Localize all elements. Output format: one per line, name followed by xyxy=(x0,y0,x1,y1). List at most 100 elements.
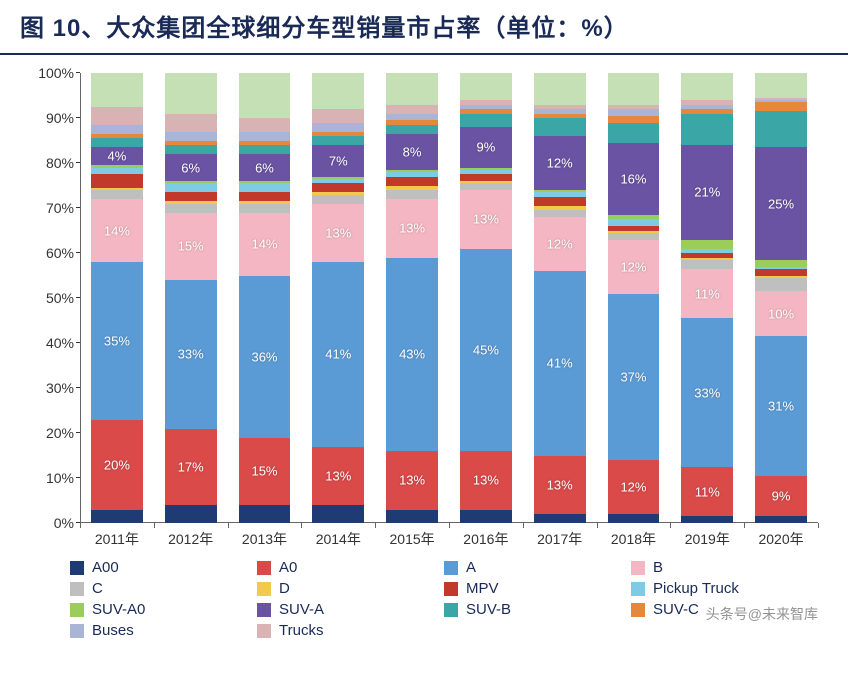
y-tick-label: 50% xyxy=(46,290,74,306)
bar-segment-remainder xyxy=(312,73,364,109)
x-axis: 2011年2012年2013年2014年2015年2016年2017年2018年… xyxy=(80,523,818,553)
bar-segment-label: 41% xyxy=(312,347,364,362)
bar-segment-label: 6% xyxy=(239,160,291,175)
bar-segment xyxy=(534,105,586,110)
bar-segment xyxy=(460,100,512,105)
legend-item: A xyxy=(444,559,631,576)
bar-segment-remainder xyxy=(460,73,512,100)
stacked-bar: 20%35%14%4% xyxy=(91,73,143,523)
legend-label: A00 xyxy=(92,559,119,576)
bar-segment-label: 16% xyxy=(608,171,660,186)
bar-segment xyxy=(460,183,512,190)
bar-segment xyxy=(165,114,217,132)
legend-item: B xyxy=(631,559,818,576)
legend-item: C xyxy=(70,580,257,597)
bar-segment-label: 9% xyxy=(755,489,807,504)
bar-segment xyxy=(91,188,143,190)
bar-segment: 12% xyxy=(534,136,586,190)
bar-segment xyxy=(312,123,364,132)
bar-segment xyxy=(681,249,733,254)
bar-segment-label: 25% xyxy=(755,196,807,211)
bar-segment xyxy=(312,179,364,184)
bar-segment xyxy=(312,183,364,192)
bar-segment xyxy=(165,181,217,183)
legend-label: C xyxy=(92,580,103,597)
bar-segment xyxy=(386,510,438,524)
legend-label: Pickup Truck xyxy=(653,580,739,597)
bar-segment: 43% xyxy=(386,258,438,452)
legend-item: Buses xyxy=(70,622,257,639)
bar-segment-label: 11% xyxy=(681,484,733,499)
legend-item: Pickup Truck xyxy=(631,580,818,597)
bar-slot: 13%41%12%12% xyxy=(523,73,597,523)
bar-segment-label: 11% xyxy=(681,286,733,301)
bar-segment: 25% xyxy=(755,147,807,260)
bar-segment: 16% xyxy=(608,143,660,215)
legend-swatch xyxy=(444,561,458,575)
bar-segment xyxy=(91,138,143,147)
legend-swatch xyxy=(70,582,84,596)
legend-item: MPV xyxy=(444,580,631,597)
bar-segment: 14% xyxy=(239,213,291,276)
x-tick-label: 2018年 xyxy=(597,523,671,553)
bar-segment xyxy=(239,505,291,523)
bar-segment-label: 4% xyxy=(91,149,143,164)
bar-segment-label: 13% xyxy=(386,473,438,488)
bar-segment: 9% xyxy=(460,127,512,168)
bar-segment: 13% xyxy=(312,447,364,506)
bar-segment: 36% xyxy=(239,276,291,438)
legend-item: SUV-B xyxy=(444,601,631,618)
bar-segment: 17% xyxy=(165,429,217,506)
bar-segment: 14% xyxy=(91,199,143,262)
legend-item: A00 xyxy=(70,559,257,576)
bar-segment xyxy=(608,231,660,233)
bar-segment: 37% xyxy=(608,294,660,461)
plot-area: 20%35%14%4%17%33%15%6%15%36%14%6%13%41%1… xyxy=(80,73,818,523)
bar-segment xyxy=(165,204,217,213)
bar-slot: 11%33%11%21% xyxy=(670,73,744,523)
legend-swatch xyxy=(70,603,84,617)
bar-slot: 12%37%12%16% xyxy=(597,73,671,523)
bar-segment xyxy=(681,516,733,523)
bar-segment xyxy=(681,105,733,110)
y-tick-label: 80% xyxy=(46,155,74,171)
bar-segment-label: 13% xyxy=(460,212,512,227)
legend-label: Trucks xyxy=(279,622,323,639)
bar-segment xyxy=(165,201,217,203)
bar-segment xyxy=(239,204,291,213)
bar-segment xyxy=(239,145,291,154)
x-tick-label: 2012年 xyxy=(154,523,228,553)
bar-segment xyxy=(755,98,807,100)
legend-label: B xyxy=(653,559,663,576)
bar-segment-label: 12% xyxy=(534,237,586,252)
bar-slot: 20%35%14%4% xyxy=(80,73,154,523)
y-tick-label: 10% xyxy=(46,470,74,486)
legend-label: A xyxy=(466,559,476,576)
chart-title-bar: 图 10、大众集团全球细分车型销量市占率（单位：%） xyxy=(0,0,848,55)
legend-label: D xyxy=(279,580,290,597)
bar-segment: 33% xyxy=(681,318,733,467)
bar-segment xyxy=(681,109,733,114)
bar-segment xyxy=(755,276,807,278)
bar-segment xyxy=(534,206,586,211)
bar-segment xyxy=(386,125,438,134)
bar-segment xyxy=(460,174,512,181)
bar-segment xyxy=(608,514,660,523)
bar-segment: 13% xyxy=(312,204,364,263)
stacked-bar: 13%43%13%8% xyxy=(386,73,438,523)
bars-container: 20%35%14%4%17%33%15%6%15%36%14%6%13%41%1… xyxy=(80,73,818,523)
bar-segment-label: 13% xyxy=(312,468,364,483)
bar-segment-label: 37% xyxy=(608,369,660,384)
bar-segment: 4% xyxy=(91,147,143,165)
bar-slot: 13%41%13%7% xyxy=(301,73,375,523)
legend-swatch xyxy=(444,582,458,596)
legend-swatch xyxy=(70,561,84,575)
y-tick-label: 0% xyxy=(54,515,74,531)
bar-segment xyxy=(91,510,143,524)
bar-segment xyxy=(608,109,660,116)
bar-segment xyxy=(460,168,512,170)
legend-swatch xyxy=(631,561,645,575)
bar-segment: 35% xyxy=(91,262,143,420)
bar-segment: 15% xyxy=(239,438,291,506)
bar-segment xyxy=(165,132,217,141)
